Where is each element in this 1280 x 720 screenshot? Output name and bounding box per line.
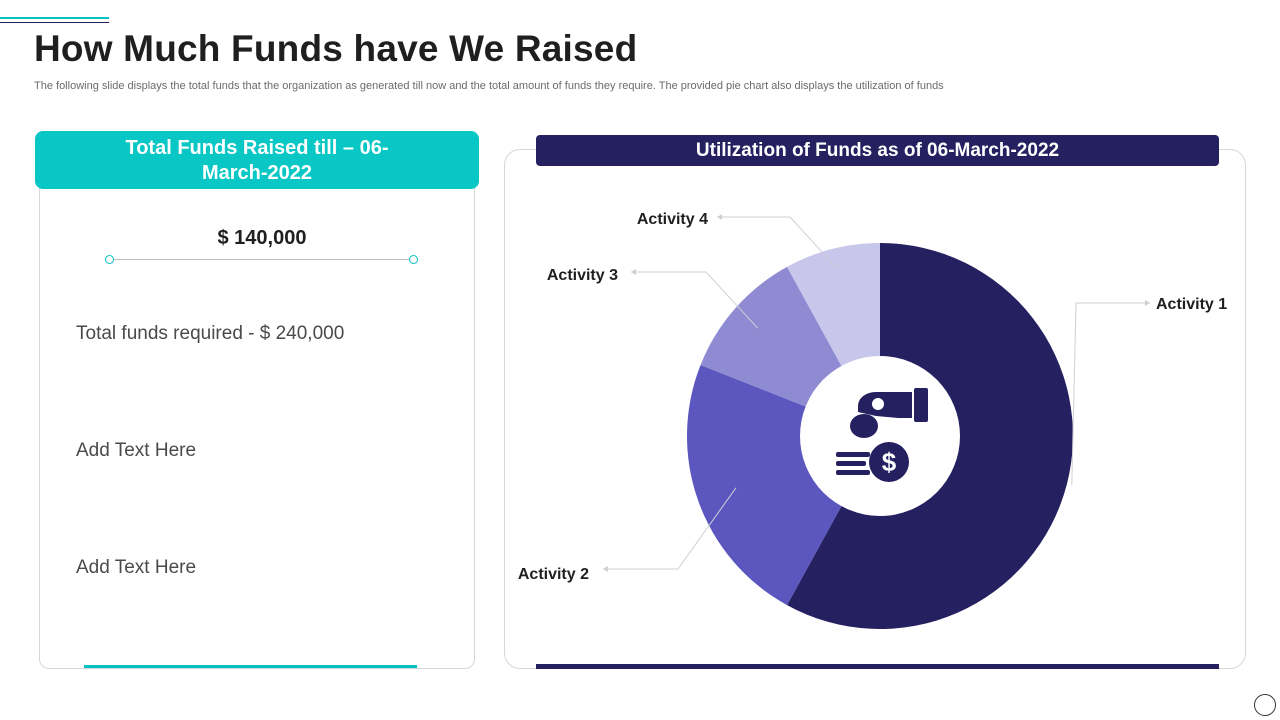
top-accent-line-thin [0,22,109,23]
activity-label-1: Activity 1 [1156,296,1227,313]
activity-label-3: Activity 3 [547,267,618,284]
donut-hole [800,356,960,516]
callout-arrow-1 [1145,300,1150,306]
page-subtitle: The following slide displays the total f… [34,80,944,92]
callout-arrow-4 [717,214,722,220]
funds-raised-header-line2: March-2022 [201,162,313,184]
callout-lines [603,214,1150,572]
placeholder-text-1: Add Text Here [76,440,197,461]
divider-endpoint-right [409,255,418,264]
activity-label-2: Activity 2 [518,566,589,583]
funds-raised-card-footer-bar [84,665,417,668]
callout-line-2 [603,487,737,570]
utilization-card-footer-bar [536,664,1219,669]
amount-divider [110,259,414,260]
divider-endpoint-left [105,255,114,264]
callout-labels: Activity 1 Activity 2 Activity 3 Activity 4 [518,211,1227,583]
callout-line-1 [1071,302,1150,486]
page-title: How Much Funds have We Raised [34,28,638,69]
placeholder-text-2: Add Text Here [76,557,197,578]
corner-circle-icon [1254,694,1276,716]
top-accent-line [0,17,109,19]
funds-raised-header: Total Funds Raised till – 06- March-2022 [35,131,479,189]
activity-label-4: Activity 4 [637,211,708,228]
svg-text:$: $ [882,447,897,477]
funds-raised-amount: $ 140,000 [217,227,307,249]
callout-arrow-3 [631,269,636,275]
funds-raised-header-line1: Total Funds Raised till – 06- [125,137,389,159]
callout-line-4 [717,216,838,269]
utilization-header: Utilization of Funds as of 06-March-2022 [536,135,1219,166]
callout-line-3 [631,271,759,329]
hand-coin-dollar-icon: $ [836,388,928,482]
callout-arrow-2 [603,566,608,572]
funds-required-text: Total funds required - $ 240,000 [76,323,345,344]
funds-raised-card [39,150,475,669]
